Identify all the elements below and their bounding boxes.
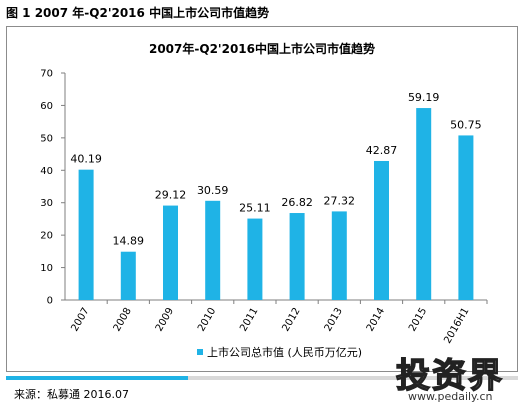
- y-tick-label: 40: [40, 166, 53, 177]
- bar: [120, 251, 136, 300]
- x-tick-label: 2016H1: [442, 306, 471, 346]
- legend-swatch: [197, 349, 203, 355]
- x-tick-label: 2015: [407, 306, 429, 334]
- y-tick-label: 70: [40, 69, 53, 80]
- bar: [374, 160, 389, 300]
- bar: [458, 135, 474, 300]
- chart-frame: 2007年-Q2'2016中国上市公司市值趋势 0 10 20 30 40 50 60 70 …: [6, 26, 518, 372]
- y-tick-label: 10: [40, 263, 53, 274]
- data-label: 14.89: [113, 235, 145, 248]
- legend: 上市公司总市值 (人民币万亿元): [197, 345, 362, 359]
- bar: [78, 169, 94, 300]
- data-label: 42.87: [366, 144, 398, 157]
- x-tick-label: 2014: [365, 306, 387, 334]
- x-tick-label: 2008: [112, 306, 134, 334]
- chart-title: 2007年-Q2'2016中国上市公司市值趋势: [149, 41, 375, 56]
- x-tick-label: 2010: [196, 306, 218, 334]
- bar: [205, 200, 221, 300]
- y-tick-label: 50: [40, 133, 53, 144]
- x-tick-label: 2011: [238, 306, 260, 334]
- y-tick-label: 60: [40, 101, 53, 112]
- data-label: 59.19: [408, 91, 440, 104]
- bar: [331, 211, 347, 300]
- y-tick-label: 0: [47, 296, 53, 307]
- data-labels: 40.19 14.89 29.12 30.59 25.11 26.82 27.32 42.87…: [70, 91, 481, 248]
- bar-chart: 2007年-Q2'2016中国上市公司市值趋势 010203040506070 …: [40, 41, 488, 359]
- watermark-url: www.pedaily.cn: [408, 390, 493, 403]
- watermark-logo: 投资界: [395, 355, 504, 396]
- x-tick-label: 2013: [323, 306, 345, 334]
- x-ticks: 2007 2008 2009 2010 2011 2012 2013 2014 2015 2016…: [69, 300, 488, 346]
- y-tick-label: 20: [40, 231, 53, 242]
- x-tick-label: 2007: [69, 306, 91, 334]
- footer-bar-fill: [6, 376, 188, 380]
- data-label: 50.75: [450, 118, 482, 131]
- bars: [78, 108, 474, 300]
- data-label: 40.19: [70, 153, 102, 166]
- data-label: 25.11: [239, 202, 271, 215]
- data-label: 29.12: [155, 189, 187, 202]
- x-tick-label: 2009: [154, 306, 176, 334]
- bar: [247, 218, 263, 300]
- legend-label: 上市公司总市值 (人民币万亿元): [207, 345, 362, 359]
- x-tick-label: 2012: [280, 306, 302, 334]
- bar: [163, 205, 178, 300]
- source-note: 来源：私募通 2016.07: [14, 388, 129, 401]
- y-ticks: 0 10 20 30 40 50 60 70: [40, 69, 65, 307]
- figure-title: 图 1 2007 年-Q2'2016 中国上市公司市值趋势: [6, 6, 270, 20]
- data-label: 30.59: [197, 184, 229, 197]
- data-label: 26.82: [281, 196, 313, 209]
- bar: [416, 108, 432, 300]
- bar: [289, 213, 305, 300]
- y-tick-label: 30: [40, 198, 53, 209]
- footer-bar: [6, 376, 518, 380]
- data-label: 27.32: [324, 194, 356, 207]
